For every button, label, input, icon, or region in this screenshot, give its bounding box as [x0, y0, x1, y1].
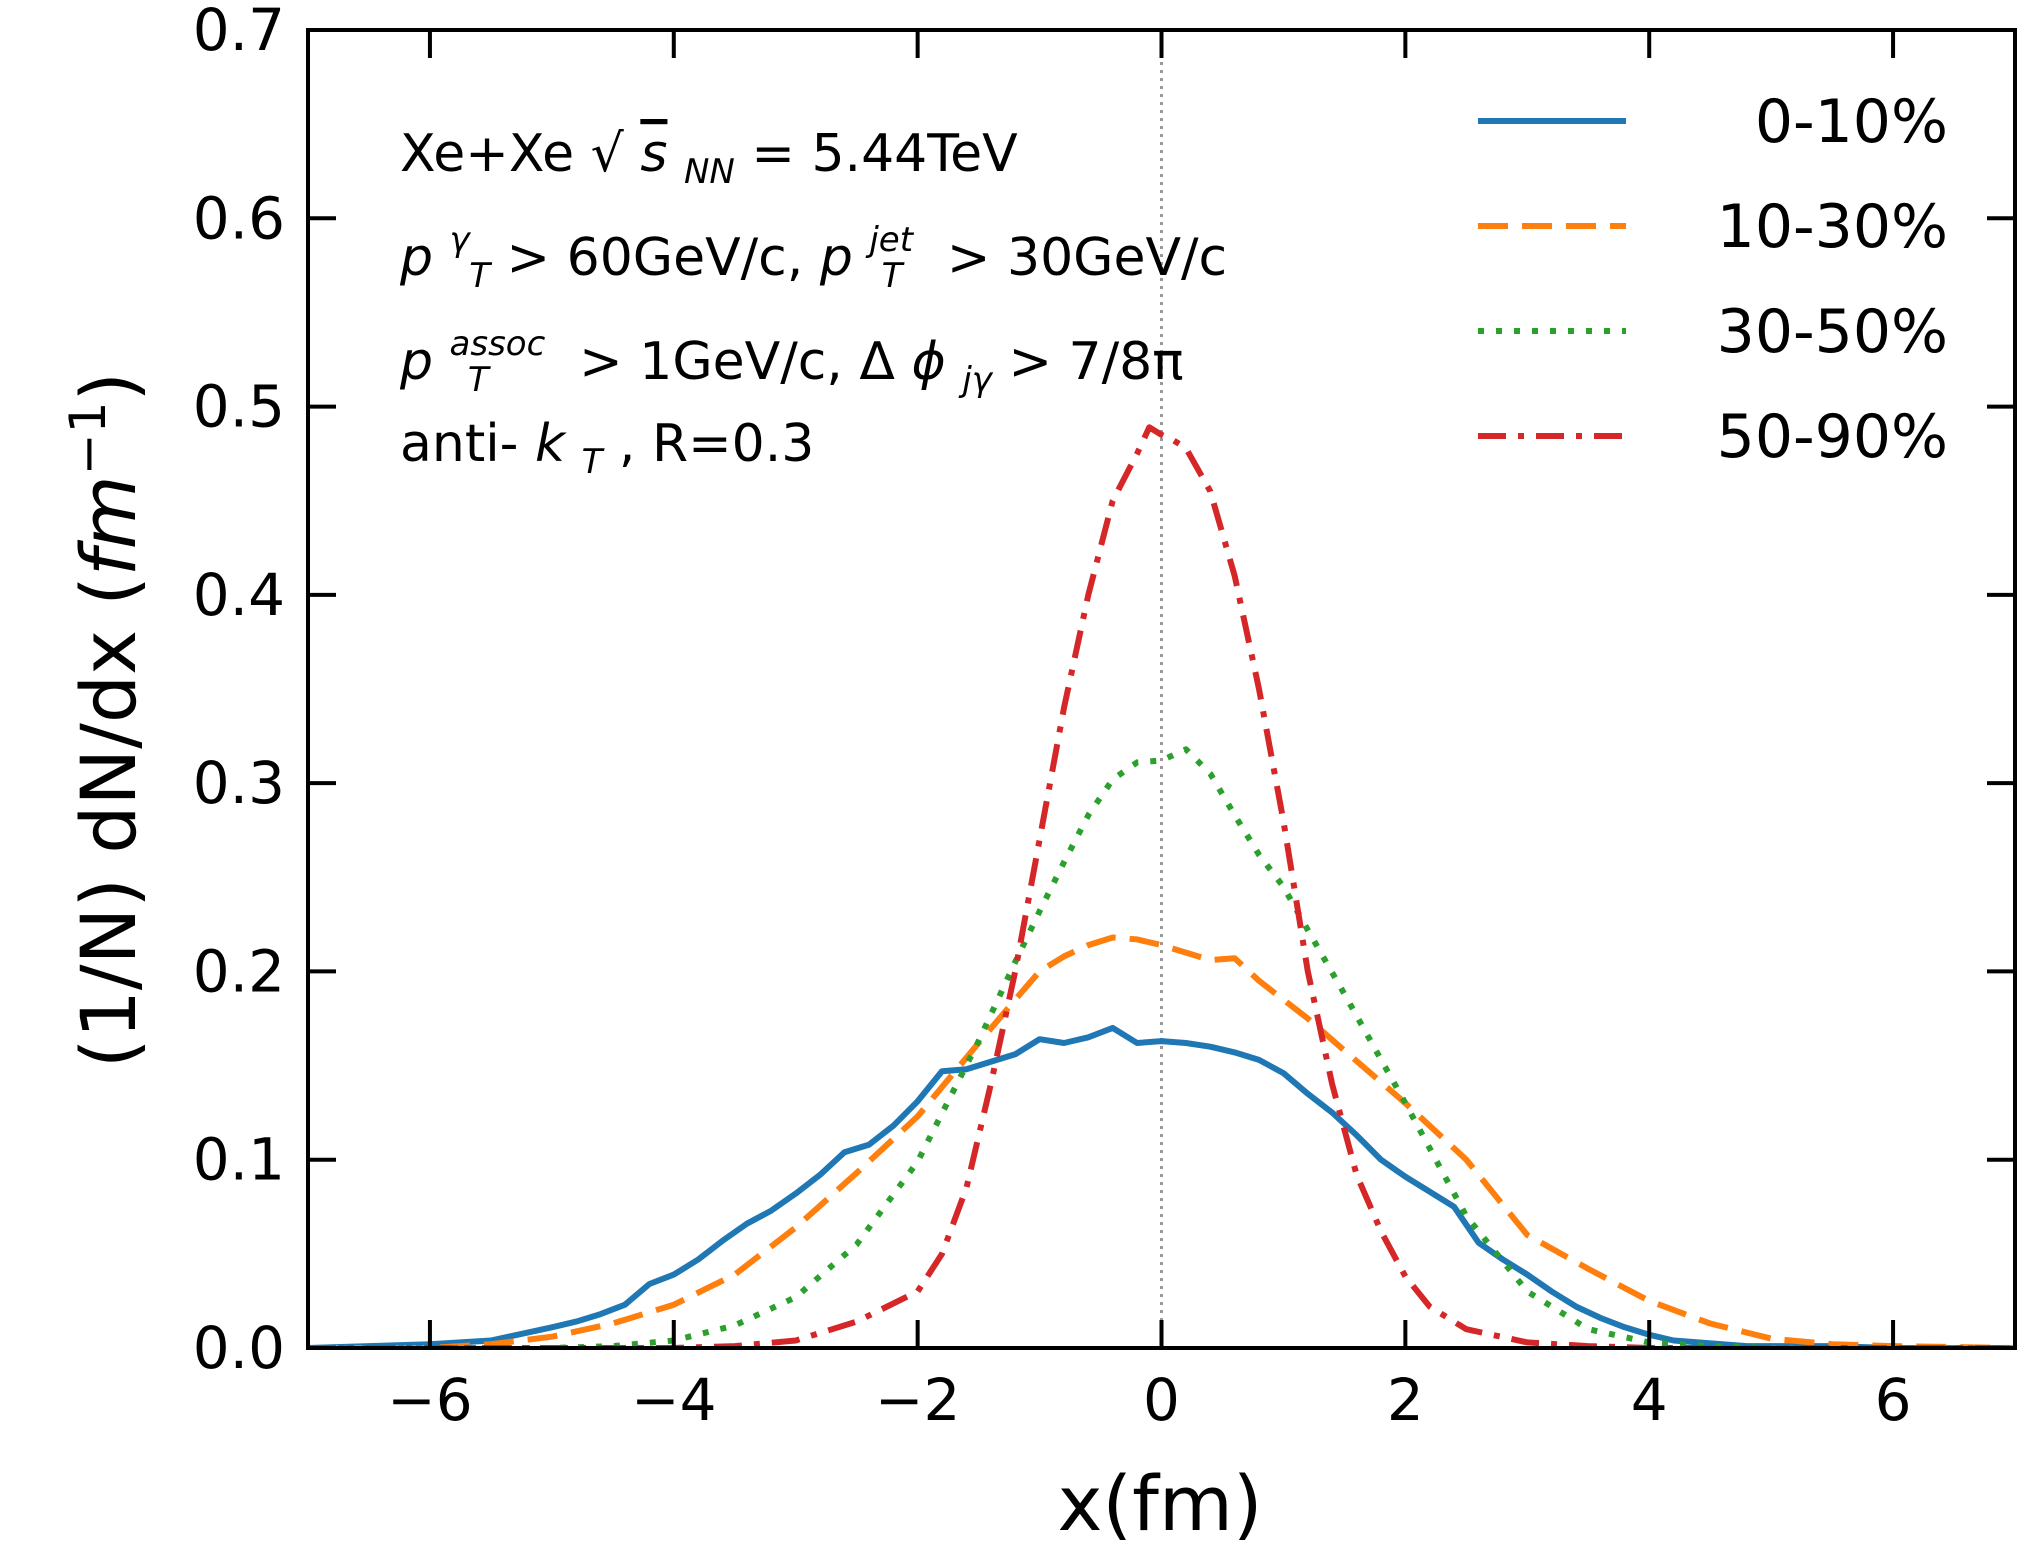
- x-axis-label: x(fm): [1057, 1459, 1262, 1548]
- y-tick-label: 0.0: [193, 1314, 285, 1382]
- legend-label-50-90%: 50-90%: [1717, 402, 1948, 472]
- y-tick-label: 0.4: [193, 561, 285, 629]
- series-layer: [308, 424, 2015, 1348]
- axes-layer: −6 −4 −2 0 2 4 6 0.0 0.1 0.2 0.3 0.4 0.5 0.6 0.7: [193, 0, 2017, 1434]
- y-tick-label: 0.3: [193, 749, 285, 817]
- x-tick-label: −2: [875, 1366, 961, 1434]
- annotation-block: Xe+Xe √ s NN = 5.44TeV p γ T > 60GeV/c, …: [399, 124, 1227, 486]
- y-tick-label: 0.6: [193, 184, 285, 252]
- y-tick-label: 0.5: [193, 373, 285, 441]
- series-line-0-10%: [308, 1024, 2015, 1348]
- series-line-10-30%: [308, 934, 2015, 1348]
- annotation-assoc-cuts: p assoc T > 1GeV/c, Δ ϕ jγ > 7/8π: [399, 308, 1184, 404]
- series-line-50-90%: [308, 424, 2015, 1348]
- annotation-pt-cuts: p γ T > 60GeV/c, p jet T > 30GeV/c: [399, 204, 1227, 300]
- legend-label-0-10%: 0-10%: [1755, 87, 1948, 157]
- legend-label-10-30%: 10-30%: [1717, 192, 1948, 262]
- legend: 0-10% 10-30% 30-50% 50-90%: [1478, 87, 1948, 472]
- x-tick-label: 4: [1631, 1366, 1668, 1434]
- annotation-collision: Xe+Xe √ s NN = 5.44TeV: [400, 124, 1018, 196]
- y-tick-label: 0.1: [193, 1126, 285, 1194]
- x-tick-label: 6: [1875, 1366, 1912, 1434]
- y-tick-label: 0.2: [193, 937, 285, 1005]
- x-tick-label: −6: [387, 1366, 473, 1434]
- y-axis-label: (1/N) dN/dx (fm−1): [59, 372, 153, 1068]
- x-tick-label: −4: [631, 1366, 717, 1434]
- y-tick-label: 0.7: [193, 0, 285, 64]
- x-tick-label: 0: [1143, 1366, 1180, 1434]
- legend-label-30-50%: 30-50%: [1717, 297, 1948, 367]
- annotation-jet-algo: anti- k T , R=0.3: [400, 414, 814, 486]
- x-tick-label: 2: [1387, 1366, 1424, 1434]
